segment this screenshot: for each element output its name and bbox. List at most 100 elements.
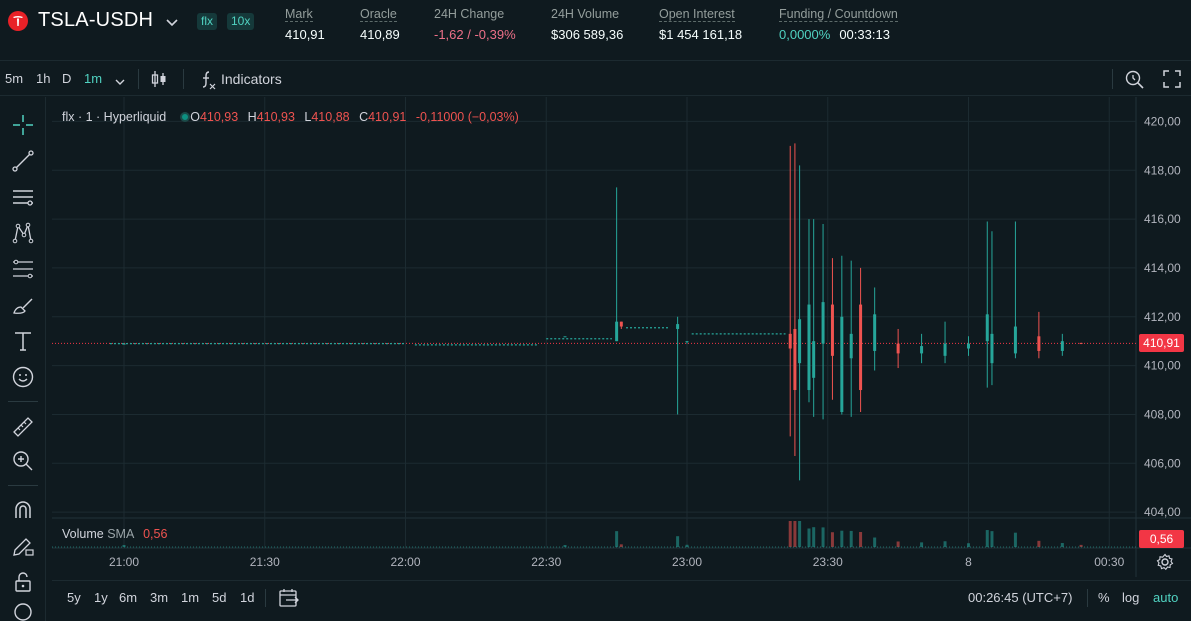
volume-bar (967, 543, 970, 547)
stat-value: $306 589,36 (551, 27, 624, 42)
toolbar-divider (8, 485, 38, 486)
fullscreen-icon[interactable] (1162, 69, 1182, 94)
pair-selector[interactable]: TSLA-USDH (38, 9, 154, 31)
volume-bar (849, 530, 853, 547)
range-1m[interactable]: 1m (181, 590, 200, 605)
volume-value: 0,56 (143, 527, 168, 541)
candle-body (1060, 341, 1064, 351)
volume-bar (821, 527, 825, 547)
candle-body (122, 343, 126, 345)
eye-icon[interactable] (9, 603, 37, 621)
chart-toolbar: 5m 1h D 1m Indicators (0, 60, 1191, 96)
chevron-down-icon[interactable] (165, 15, 179, 33)
price-tick-label: 408,00 (1144, 407, 1181, 421)
time-tick-label: 8 (965, 555, 972, 569)
candle-body (873, 314, 877, 351)
stat-24h-change: 24H Change -1,62 / -0,39% (434, 5, 516, 42)
volume-bar (985, 530, 989, 547)
chart-canvas[interactable]: 420,00 418,00 416,00 414,00 412,00 410,00 408,… (52, 97, 1191, 577)
trend-line-icon[interactable] (9, 147, 37, 175)
legend-symbol[interactable]: flx · 1 · Hyperliquid (62, 110, 167, 124)
stat-24h-volume: 24H Volume $306 589,36 (551, 5, 623, 42)
candle-body (807, 304, 811, 391)
magnet-icon[interactable] (9, 496, 37, 524)
candle-body (812, 341, 816, 378)
price-chart[interactable]: 420,00 418,00 416,00 414,00 412,00 410,00 408,… (52, 97, 1191, 577)
stat-label: Funding / Countdown (779, 7, 898, 22)
toolbar-divider (1087, 589, 1088, 607)
stat-oracle: Oracle 410,89 (360, 5, 400, 42)
legend-low: 410,88 (311, 110, 350, 124)
range-6m[interactable]: 6m (119, 590, 138, 605)
timeframe-1m[interactable]: 1m (84, 71, 103, 86)
fib-icon[interactable] (9, 255, 37, 283)
legend-open-label: O (190, 110, 200, 124)
price-tick-label: 420,00 (1144, 114, 1181, 128)
time-tick-label: 23:30 (813, 555, 843, 569)
screenshot-icon[interactable] (1124, 69, 1146, 96)
candlestick-icon[interactable] (149, 69, 169, 94)
settings-gear-icon[interactable] (1156, 553, 1174, 576)
timeframe-5m[interactable]: 5m (5, 71, 24, 86)
auto-toggle[interactable]: auto (1153, 590, 1179, 605)
price-tick-label: 412,00 (1144, 310, 1181, 324)
stat-mark: Mark 410,91 (285, 5, 325, 42)
timeframe-d[interactable]: D (62, 71, 72, 86)
time-tick-label: 21:00 (109, 555, 139, 569)
range-5y[interactable]: 5y (67, 590, 81, 605)
timeframe-1h[interactable]: 1h (36, 71, 51, 86)
stat-open-interest: Open Interest $1 454 161,18 (659, 5, 742, 42)
volume-bar (685, 544, 689, 547)
stat-label: Mark (285, 7, 313, 22)
goto-date-icon[interactable] (278, 587, 300, 612)
toolbar-divider (1112, 69, 1113, 89)
stat-value: -1,62 / -0,39% (434, 27, 516, 42)
text-icon[interactable] (9, 327, 37, 355)
zoom-in-icon[interactable] (9, 447, 37, 475)
time-tick-label: 23:00 (672, 555, 702, 569)
lock-icon[interactable] (9, 568, 37, 596)
volume-bar (1013, 532, 1017, 547)
volume-bar (793, 521, 797, 547)
legend-close: 410,91 (368, 110, 407, 124)
legend-high-label: H (247, 110, 257, 124)
stat-label: 24H Volume (551, 7, 620, 21)
volume-bar (563, 545, 567, 547)
caret-down-icon[interactable] (114, 74, 126, 92)
timezone-clock[interactable]: 00:26:45 (UTC+7) (968, 590, 1073, 605)
volume-bar (788, 521, 792, 547)
lock-pencil-icon[interactable] (9, 532, 37, 560)
funding-rate: 0,0000% (779, 27, 831, 42)
time-tick-label: 22:00 (390, 555, 420, 569)
stat-value: 410,89 (360, 27, 400, 42)
market-header: TSLA-USDH flx 10x Mark 410,91 Oracle 410… (0, 0, 1191, 52)
volume-bar (1079, 544, 1083, 547)
stat-label: Open Interest (659, 7, 735, 22)
dex-tag: flx (197, 13, 217, 30)
percent-toggle[interactable]: % (1098, 590, 1110, 605)
range-3m[interactable]: 3m (150, 590, 169, 605)
volume-bar (920, 542, 924, 547)
legend-high: 410,93 (256, 110, 295, 124)
function-icon[interactable] (198, 69, 218, 96)
volume-bar (859, 532, 863, 547)
stat-label: Oracle (360, 7, 397, 22)
ruler-icon[interactable] (9, 413, 37, 441)
horizontal-lines-icon[interactable] (9, 183, 37, 211)
funding-countdown: 00:33:13 (839, 27, 890, 42)
chart-grid (52, 97, 1191, 577)
brush-icon[interactable] (9, 291, 37, 319)
volume-label[interactable]: Volume (62, 527, 104, 541)
price-tick-label: 414,00 (1144, 261, 1181, 275)
last-volume-tag: 0,56 (1139, 530, 1184, 548)
crosshair-icon[interactable] (9, 111, 37, 139)
range-1d[interactable]: 1d (240, 590, 255, 605)
log-toggle[interactable]: log (1122, 590, 1140, 605)
range-1y[interactable]: 1y (94, 590, 108, 605)
toolbar-divider (138, 69, 139, 89)
emoji-icon[interactable] (9, 363, 37, 391)
pattern-icon[interactable] (9, 219, 37, 247)
range-5d[interactable]: 5d (212, 590, 227, 605)
time-tick-label: 22:30 (531, 555, 561, 569)
indicators-button[interactable]: Indicators (221, 71, 282, 87)
